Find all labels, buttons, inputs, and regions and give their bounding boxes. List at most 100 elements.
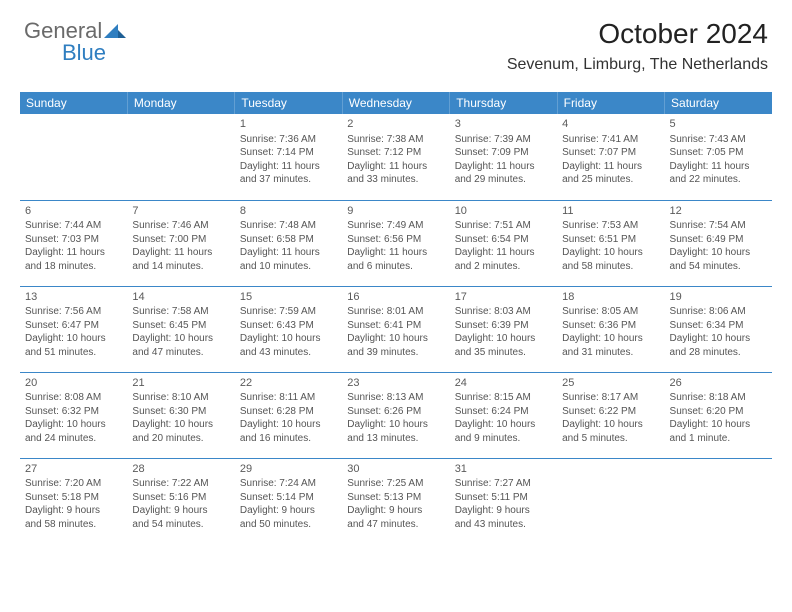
weekday-header: Monday — [127, 92, 234, 114]
day-number: 11 — [562, 204, 659, 219]
daylight-text: and 58 minutes. — [25, 518, 122, 532]
calendar-cell: 30Sunrise: 7:25 AMSunset: 5:13 PMDayligh… — [342, 458, 449, 544]
daylight-text: and 9 minutes. — [455, 432, 552, 446]
calendar-cell: 8Sunrise: 7:48 AMSunset: 6:58 PMDaylight… — [235, 200, 342, 286]
weekday-header: Sunday — [20, 92, 127, 114]
day-number: 16 — [347, 290, 444, 305]
daylight-text: Daylight: 10 hours — [132, 418, 229, 432]
daylight-text: and 18 minutes. — [25, 260, 122, 274]
calendar-cell: 15Sunrise: 7:59 AMSunset: 6:43 PMDayligh… — [235, 286, 342, 372]
daylight-text: Daylight: 11 hours — [562, 160, 659, 174]
day-number: 15 — [240, 290, 337, 305]
day-number: 29 — [240, 462, 337, 477]
daylight-text: Daylight: 10 hours — [562, 246, 659, 260]
sunset-text: Sunset: 7:07 PM — [562, 146, 659, 160]
calendar-week-row: 13Sunrise: 7:56 AMSunset: 6:47 PMDayligh… — [20, 286, 772, 372]
day-number: 1 — [240, 117, 337, 132]
sunrise-text: Sunrise: 8:03 AM — [455, 305, 552, 319]
daylight-text: Daylight: 11 hours — [25, 246, 122, 260]
brand-logo: General Blue — [24, 18, 126, 66]
sunset-text: Sunset: 6:32 PM — [25, 405, 122, 419]
sunrise-text: Sunrise: 7:54 AM — [670, 219, 767, 233]
daylight-text: and 13 minutes. — [347, 432, 444, 446]
daylight-text: and 31 minutes. — [562, 346, 659, 360]
calendar-cell: 14Sunrise: 7:58 AMSunset: 6:45 PMDayligh… — [127, 286, 234, 372]
sunrise-text: Sunrise: 7:44 AM — [25, 219, 122, 233]
calendar-cell — [557, 458, 664, 544]
calendar-cell — [20, 114, 127, 200]
daylight-text: Daylight: 11 hours — [455, 160, 552, 174]
sunrise-text: Sunrise: 7:59 AM — [240, 305, 337, 319]
day-number: 2 — [347, 117, 444, 132]
daylight-text: Daylight: 10 hours — [25, 418, 122, 432]
daylight-text: and 14 minutes. — [132, 260, 229, 274]
daylight-text: and 35 minutes. — [455, 346, 552, 360]
sunrise-text: Sunrise: 7:49 AM — [347, 219, 444, 233]
weekday-header-row: Sunday Monday Tuesday Wednesday Thursday… — [20, 92, 772, 114]
daylight-text: and 5 minutes. — [562, 432, 659, 446]
sunset-text: Sunset: 6:51 PM — [562, 233, 659, 247]
sunset-text: Sunset: 7:14 PM — [240, 146, 337, 160]
daylight-text: and 28 minutes. — [670, 346, 767, 360]
sunset-text: Sunset: 6:24 PM — [455, 405, 552, 419]
day-number: 23 — [347, 376, 444, 391]
day-number: 20 — [25, 376, 122, 391]
daylight-text: Daylight: 10 hours — [670, 332, 767, 346]
sunset-text: Sunset: 5:14 PM — [240, 491, 337, 505]
sunset-text: Sunset: 6:41 PM — [347, 319, 444, 333]
calendar-cell: 31Sunrise: 7:27 AMSunset: 5:11 PMDayligh… — [450, 458, 557, 544]
daylight-text: Daylight: 10 hours — [670, 418, 767, 432]
day-number: 21 — [132, 376, 229, 391]
daylight-text: and 47 minutes. — [347, 518, 444, 532]
daylight-text: Daylight: 10 hours — [240, 418, 337, 432]
daylight-text: and 51 minutes. — [25, 346, 122, 360]
daylight-text: and 43 minutes. — [240, 346, 337, 360]
calendar-cell: 9Sunrise: 7:49 AMSunset: 6:56 PMDaylight… — [342, 200, 449, 286]
sunset-text: Sunset: 6:56 PM — [347, 233, 444, 247]
day-number: 6 — [25, 204, 122, 219]
calendar-table: Sunday Monday Tuesday Wednesday Thursday… — [20, 92, 772, 544]
daylight-text: and 22 minutes. — [670, 173, 767, 187]
daylight-text: and 39 minutes. — [347, 346, 444, 360]
weekday-header: Wednesday — [342, 92, 449, 114]
sunrise-text: Sunrise: 8:13 AM — [347, 391, 444, 405]
calendar-cell: 23Sunrise: 8:13 AMSunset: 6:26 PMDayligh… — [342, 372, 449, 458]
calendar-cell: 17Sunrise: 8:03 AMSunset: 6:39 PMDayligh… — [450, 286, 557, 372]
day-number: 27 — [25, 462, 122, 477]
sunrise-text: Sunrise: 8:15 AM — [455, 391, 552, 405]
sunset-text: Sunset: 6:58 PM — [240, 233, 337, 247]
daylight-text: Daylight: 11 hours — [670, 160, 767, 174]
page-header: General Blue October 2024 Sevenum, Limbu… — [0, 0, 792, 82]
calendar-cell: 28Sunrise: 7:22 AMSunset: 5:16 PMDayligh… — [127, 458, 234, 544]
sunset-text: Sunset: 6:36 PM — [562, 319, 659, 333]
daylight-text: Daylight: 10 hours — [132, 332, 229, 346]
sunrise-text: Sunrise: 7:25 AM — [347, 477, 444, 491]
title-block: October 2024 Sevenum, Limburg, The Nethe… — [507, 18, 768, 74]
sunset-text: Sunset: 7:09 PM — [455, 146, 552, 160]
calendar-cell: 27Sunrise: 7:20 AMSunset: 5:18 PMDayligh… — [20, 458, 127, 544]
calendar-cell: 5Sunrise: 7:43 AMSunset: 7:05 PMDaylight… — [665, 114, 772, 200]
daylight-text: and 16 minutes. — [240, 432, 337, 446]
location-label: Sevenum, Limburg, The Netherlands — [507, 56, 768, 74]
daylight-text: Daylight: 11 hours — [347, 246, 444, 260]
sunrise-text: Sunrise: 7:53 AM — [562, 219, 659, 233]
day-number: 5 — [670, 117, 767, 132]
daylight-text: Daylight: 11 hours — [240, 160, 337, 174]
daylight-text: and 2 minutes. — [455, 260, 552, 274]
daylight-text: Daylight: 10 hours — [455, 332, 552, 346]
daylight-text: and 54 minutes. — [670, 260, 767, 274]
daylight-text: and 24 minutes. — [25, 432, 122, 446]
calendar-week-row: 6Sunrise: 7:44 AMSunset: 7:03 PMDaylight… — [20, 200, 772, 286]
day-number: 24 — [455, 376, 552, 391]
sunrise-text: Sunrise: 7:39 AM — [455, 133, 552, 147]
daylight-text: Daylight: 10 hours — [562, 418, 659, 432]
sunset-text: Sunset: 6:26 PM — [347, 405, 444, 419]
calendar-cell: 18Sunrise: 8:05 AMSunset: 6:36 PMDayligh… — [557, 286, 664, 372]
sunset-text: Sunset: 6:49 PM — [670, 233, 767, 247]
calendar-cell: 24Sunrise: 8:15 AMSunset: 6:24 PMDayligh… — [450, 372, 557, 458]
day-number: 26 — [670, 376, 767, 391]
day-number: 31 — [455, 462, 552, 477]
calendar-cell: 13Sunrise: 7:56 AMSunset: 6:47 PMDayligh… — [20, 286, 127, 372]
sunrise-text: Sunrise: 7:48 AM — [240, 219, 337, 233]
daylight-text: and 43 minutes. — [455, 518, 552, 532]
